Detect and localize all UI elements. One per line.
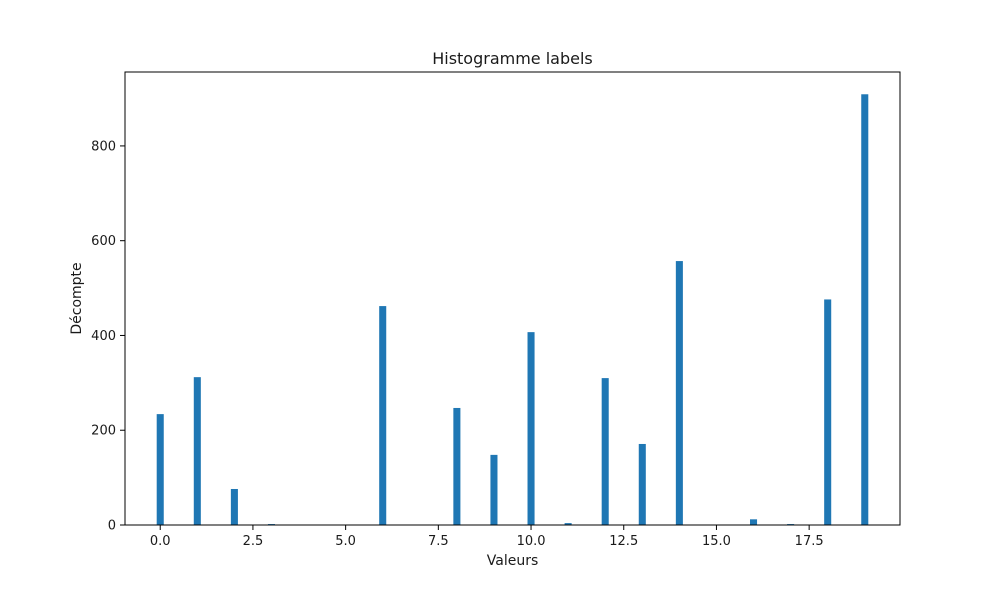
- x-tick-label: 12.5: [609, 534, 638, 549]
- bars-group: [156, 94, 869, 525]
- histogram-bar: [824, 299, 832, 525]
- x-axis-label: Valeurs: [487, 553, 539, 569]
- histogram-bar: [675, 261, 683, 525]
- x-axis-ticks: 0.0 2.5 5.0 7.5 10.0 12.5 15.0 17.5: [150, 525, 824, 549]
- x-tick-label: 15.0: [702, 534, 731, 549]
- y-axis-label: Décompte: [69, 262, 85, 334]
- x-tick-label: 10.0: [517, 534, 546, 549]
- x-tick-label: 17.5: [795, 534, 824, 549]
- y-tick-label: 0: [108, 519, 116, 534]
- histogram-bar: [490, 454, 498, 525]
- x-tick-label: 2.5: [243, 534, 264, 549]
- x-tick-label: 5.0: [335, 534, 356, 549]
- histogram-bar: [379, 306, 387, 525]
- y-tick-label: 800: [91, 139, 116, 154]
- histogram-bar: [193, 377, 201, 525]
- x-tick-label: 7.5: [428, 534, 449, 549]
- histogram-bar: [861, 94, 869, 525]
- y-axis-ticks: 0 200 400 600 800: [91, 139, 125, 534]
- y-tick-label: 200: [91, 424, 116, 439]
- chart-title: Histogramme labels: [432, 49, 593, 68]
- y-tick-label: 600: [91, 234, 116, 249]
- histogram-bar: [638, 443, 646, 525]
- histogram-bar: [230, 488, 238, 525]
- histogram-bar: [156, 414, 164, 525]
- plot-frame: [124, 71, 901, 526]
- histogram-bar: [601, 378, 609, 525]
- histogram-bar: [453, 407, 461, 525]
- histogram-bar: [750, 519, 758, 525]
- x-tick-label: 0.0: [150, 534, 171, 549]
- histogram-bar: [527, 332, 535, 525]
- y-tick-label: 400: [91, 329, 116, 344]
- histogram-bar: [564, 523, 572, 525]
